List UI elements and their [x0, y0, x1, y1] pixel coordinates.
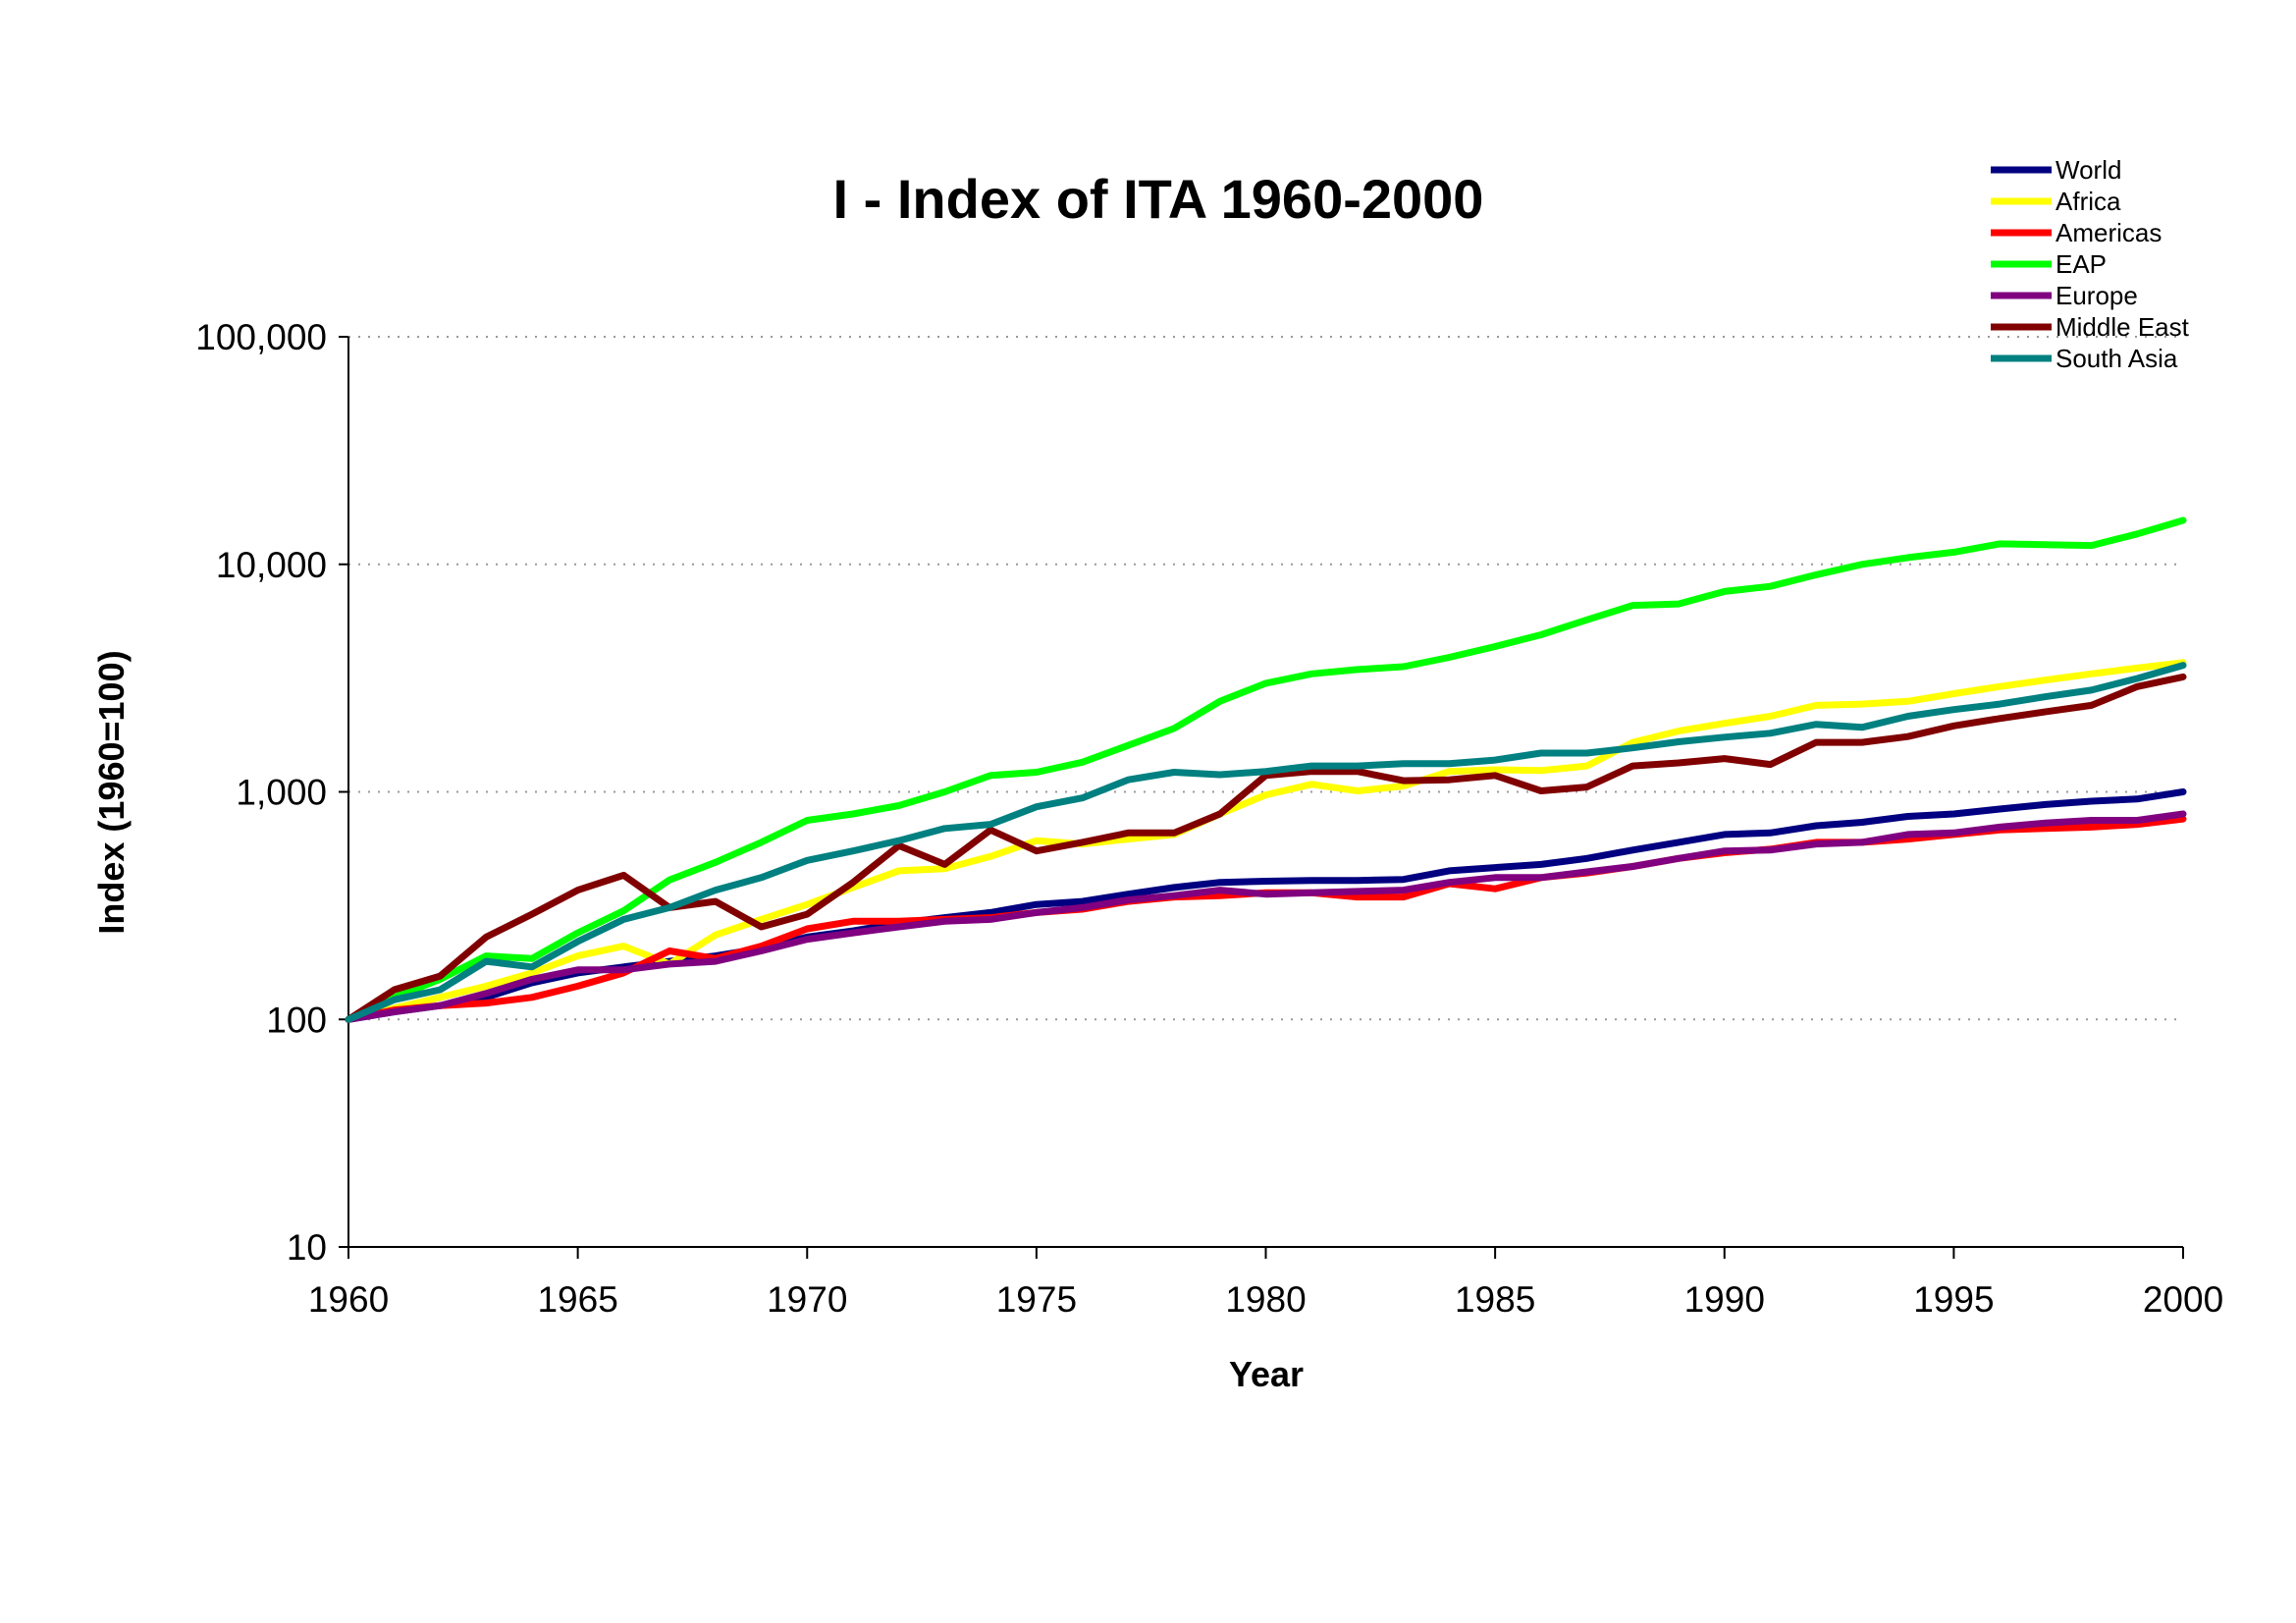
series-line-eap	[345, 516, 2187, 1023]
y-tick-label: 10,000	[216, 545, 327, 585]
x-axis-title: Year	[1229, 1354, 1304, 1394]
legend-label-americas: Americas	[2056, 218, 2162, 247]
x-tick-label: 1995	[1913, 1279, 1994, 1320]
x-tick-label: 1985	[1455, 1279, 1535, 1320]
y-axis-ticks: 10 100 1,000 10,000 100,000	[195, 317, 348, 1268]
y-tick-label: 100,000	[195, 317, 327, 357]
legend-label-middle-east: Middle East	[2056, 312, 2190, 342]
chart-title: I - Index of ITA 1960-2000	[833, 168, 1484, 230]
legend-label-south-asia: South Asia	[2056, 344, 2178, 373]
x-tick-label: 1960	[308, 1279, 389, 1320]
legend-label-eap: EAP	[2056, 249, 2107, 279]
x-tick-label: 2000	[2143, 1279, 2223, 1320]
y-tick-label: 10	[287, 1227, 327, 1268]
series-line-south-asia	[345, 662, 2187, 1023]
x-tick-label: 1980	[1225, 1279, 1306, 1320]
plot-area	[345, 516, 2187, 1023]
legend-label-europe: Europe	[2056, 281, 2138, 310]
series-line-europe	[345, 810, 2187, 1023]
x-tick-label: 1990	[1684, 1279, 1765, 1320]
x-tick-label: 1970	[767, 1279, 847, 1320]
series-line-world	[345, 788, 2187, 1023]
x-tick-label: 1975	[996, 1279, 1077, 1320]
series-line-middle-east	[345, 673, 2187, 1023]
legend-label-world: World	[2056, 155, 2121, 185]
y-tick-label: 100	[266, 1000, 327, 1040]
x-tick-label: 1965	[537, 1279, 617, 1320]
y-axis-title: Index (1960=100)	[91, 650, 132, 934]
y-tick-label: 1,000	[236, 773, 327, 813]
x-axis-ticks: 1960 1965 1970 1975 1980 1985 1990 1995 2000	[308, 1247, 2223, 1320]
gridlines	[348, 336, 2183, 1021]
legend-label-africa: Africa	[2056, 187, 2121, 216]
